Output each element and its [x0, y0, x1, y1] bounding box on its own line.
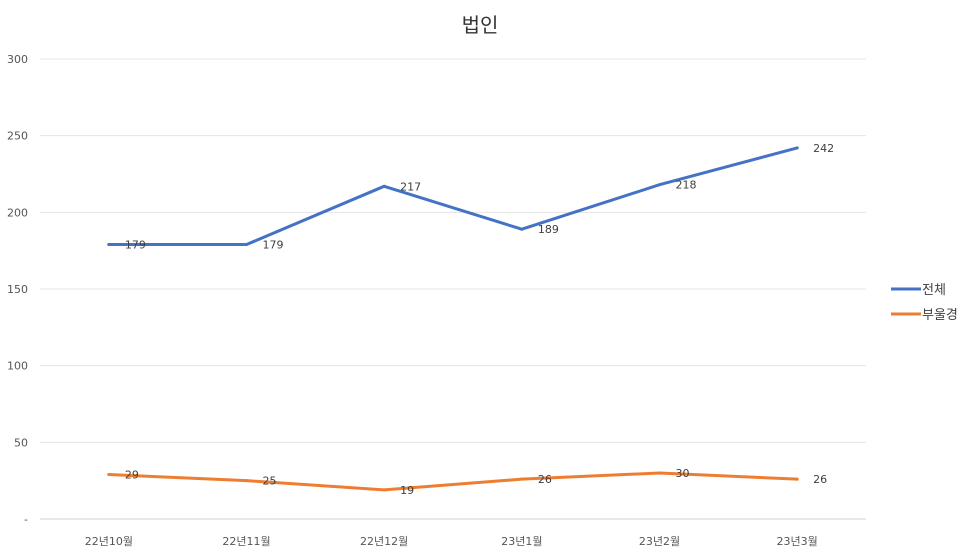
data-point	[245, 479, 248, 483]
data-label: 25	[263, 475, 277, 488]
data-point	[107, 243, 111, 247]
data-point	[245, 243, 248, 247]
data-label: 29	[125, 469, 139, 482]
data-point	[795, 146, 799, 150]
data-label: 218	[676, 179, 697, 192]
x-tick-label: 22년12월	[360, 535, 408, 548]
y-tick-label: 150	[7, 283, 28, 296]
data-label: 26	[538, 473, 552, 486]
legend-label: 부울경	[922, 308, 958, 323]
series-line-1	[107, 471, 799, 492]
series-line-0	[107, 146, 799, 247]
y-tick-label: 50	[14, 436, 28, 449]
x-tick-label: 22년11월	[222, 535, 270, 548]
data-label: 217	[400, 180, 421, 193]
y-axis: - 50 100 150 200 250 300	[7, 53, 28, 526]
data-label: 179	[125, 239, 146, 252]
data-point	[382, 184, 386, 188]
data-label: 242	[813, 142, 834, 155]
y-tick-label: -	[24, 513, 28, 526]
y-tick-label: 100	[7, 360, 28, 373]
y-tick-label: 300	[7, 53, 28, 66]
data-point	[107, 473, 111, 477]
x-tick-label: 23년3월	[777, 535, 818, 548]
data-label: 179	[263, 239, 284, 252]
gridlines	[40, 58, 866, 520]
data-point	[520, 227, 524, 231]
data-point	[658, 183, 661, 187]
data-label: 26	[813, 473, 827, 486]
chart-title: 법인	[462, 13, 499, 37]
data-point	[382, 488, 386, 492]
x-axis: 22년10월 22년11월 22년12월 23년1월 23년2월 23년3월	[85, 535, 818, 548]
series-lines	[107, 146, 799, 492]
x-tick-label: 23년2월	[639, 535, 680, 548]
data-labels: 179 179 217 189 218 242 29 25 19 26 30 26	[125, 142, 834, 497]
x-tick-label: 23년1월	[501, 535, 542, 548]
data-point	[795, 477, 799, 481]
x-tick-label: 22년10월	[85, 535, 133, 548]
data-point	[658, 471, 661, 475]
data-label: 189	[538, 223, 559, 236]
data-label: 19	[400, 484, 414, 497]
y-tick-label: 200	[7, 206, 28, 219]
y-tick-label: 250	[7, 130, 28, 143]
data-point	[520, 477, 524, 481]
data-label: 30	[676, 467, 690, 480]
legend-label: 전체	[922, 283, 946, 298]
